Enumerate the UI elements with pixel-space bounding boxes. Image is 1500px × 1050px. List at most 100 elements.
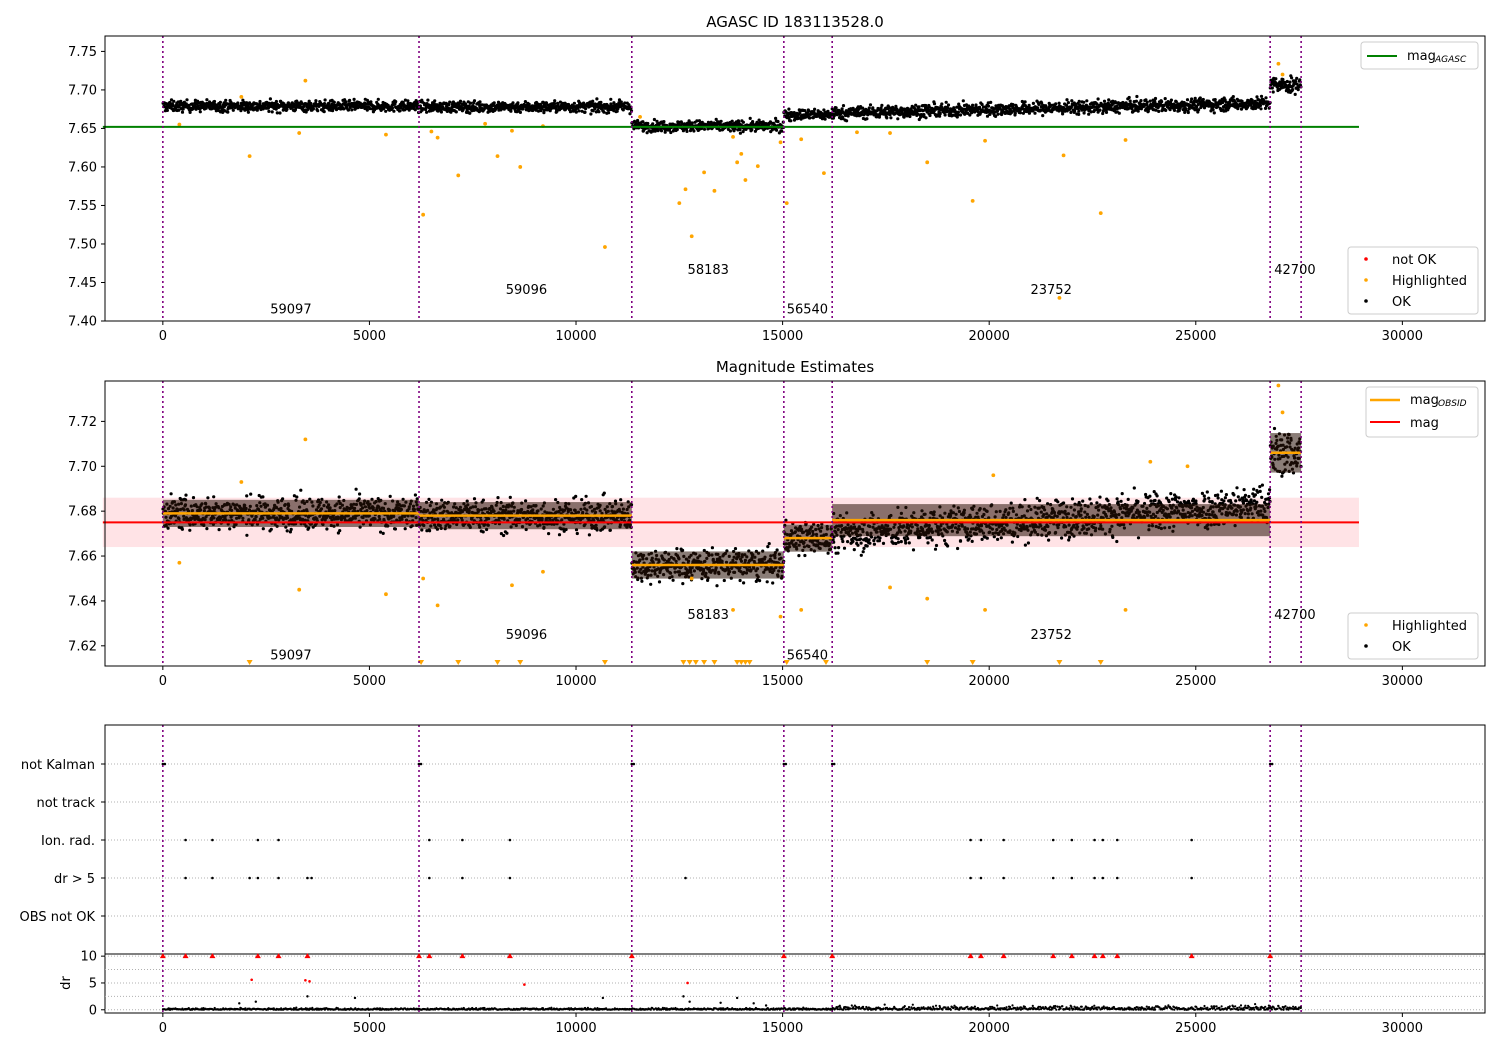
ok-point <box>536 109 541 113</box>
ok-point <box>403 98 407 102</box>
ok-point <box>327 101 331 105</box>
ok-point <box>655 119 659 123</box>
ok-point <box>741 130 745 134</box>
ok-point <box>986 104 991 108</box>
ok-point <box>888 113 892 117</box>
ok-point <box>270 110 274 114</box>
ok-point <box>428 529 432 533</box>
ok-point <box>316 109 320 113</box>
ok-point <box>715 584 719 588</box>
ok-point <box>591 109 595 113</box>
ok-point <box>883 110 887 114</box>
ok-point <box>553 102 557 106</box>
ok-point <box>1057 101 1061 105</box>
ok-point <box>311 107 315 111</box>
highlighted-point <box>435 135 440 140</box>
ok-point <box>393 527 397 531</box>
x-tick-label: 10000 <box>555 329 596 344</box>
highlighted-point <box>603 245 607 249</box>
ok-point <box>246 110 250 114</box>
ok-point <box>656 129 660 133</box>
ok-point <box>1031 101 1035 105</box>
ok-point <box>580 109 584 113</box>
highlighted-point <box>518 165 523 169</box>
ok-point <box>1250 98 1254 103</box>
ok-point <box>1154 108 1158 112</box>
ok-point <box>940 102 944 106</box>
ok-point <box>1107 98 1111 102</box>
ok-point <box>946 103 951 107</box>
ok-point <box>1064 103 1069 107</box>
ok-point <box>394 100 398 104</box>
ok-point <box>1197 108 1201 112</box>
ok-point <box>728 129 733 133</box>
ok-point <box>697 119 702 123</box>
ok-point <box>803 115 808 119</box>
ok-point <box>1077 99 1081 103</box>
ok-point <box>868 103 873 107</box>
plot-frame <box>104 35 1486 322</box>
ok-point <box>692 129 696 133</box>
ok-point <box>1223 103 1227 107</box>
ok-point <box>166 526 170 530</box>
ok-point <box>671 578 675 582</box>
ok-point <box>577 109 581 113</box>
highlighted-point <box>731 135 735 139</box>
ok-point <box>177 105 181 109</box>
ok-point <box>1040 101 1044 105</box>
ok-point <box>973 110 977 114</box>
ok-point <box>880 103 884 107</box>
ok-point <box>1298 78 1302 82</box>
ok-point <box>218 100 222 104</box>
ok-point <box>472 108 476 112</box>
ok-point <box>789 119 793 123</box>
ok-point <box>542 108 547 112</box>
ok-point <box>641 120 645 124</box>
ok-point <box>382 107 386 111</box>
ok-point <box>322 102 327 106</box>
ok-point <box>834 106 838 110</box>
ok-point <box>1201 97 1205 102</box>
ok-point <box>646 121 650 126</box>
ok-point <box>978 105 982 109</box>
ok-point <box>1169 98 1173 102</box>
highlighted-point <box>495 154 500 159</box>
ok-point <box>765 580 769 584</box>
ok-point <box>499 108 503 112</box>
ok-point <box>248 101 252 105</box>
highlighted-point <box>743 178 748 182</box>
ok-point <box>574 110 578 114</box>
ok-point <box>649 582 653 586</box>
ok-point <box>226 110 230 114</box>
ok-point <box>798 111 802 115</box>
ok-point <box>1295 82 1299 86</box>
ok-point <box>968 113 972 117</box>
ok-point <box>813 107 817 111</box>
ok-point <box>702 127 707 131</box>
ok-point <box>719 119 723 123</box>
ok-point <box>188 110 192 114</box>
ok-point <box>636 118 640 123</box>
ok-point <box>994 114 998 118</box>
ok-point <box>807 109 811 113</box>
ok-point <box>1018 111 1023 115</box>
ok-point <box>738 128 742 132</box>
ok-point <box>478 100 482 104</box>
ok-point <box>1255 95 1259 99</box>
ok-point <box>1239 107 1244 111</box>
obsid-label: 56540 <box>787 302 828 317</box>
ok-point <box>840 107 844 111</box>
ok-point <box>231 108 235 112</box>
ok-point <box>945 106 950 110</box>
ok-point <box>325 527 329 531</box>
ok-point <box>177 108 181 112</box>
ok-point <box>748 116 752 120</box>
highlighted-point <box>1098 211 1103 216</box>
highlighted-point <box>799 137 804 142</box>
legend-highlighted: Highlighted <box>1392 274 1467 289</box>
ok-point <box>1212 111 1216 115</box>
ok-point <box>245 494 249 498</box>
highlighted-point <box>239 94 244 99</box>
ok-point <box>388 494 392 498</box>
ok-point <box>468 111 472 115</box>
